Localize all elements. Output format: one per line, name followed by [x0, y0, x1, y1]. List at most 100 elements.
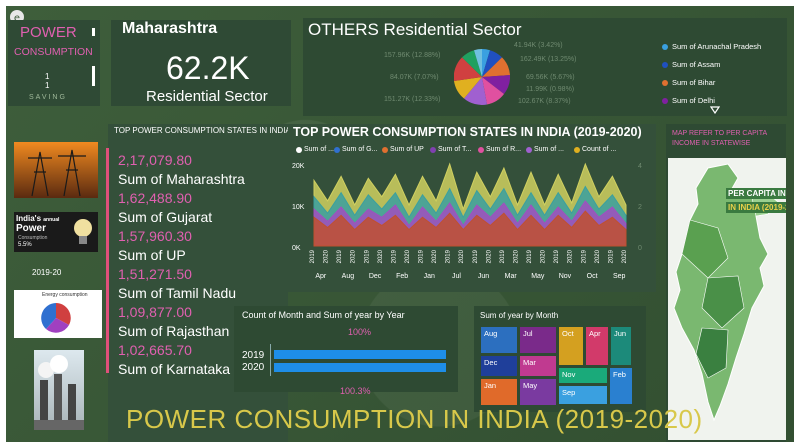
count-bar-2019[interactable] — [274, 350, 446, 359]
pie-slice-8 — [454, 57, 482, 81]
x-tick-label: 2020 — [459, 249, 465, 263]
state-value: 1,09,877.00 — [118, 304, 192, 320]
factory-chimney-image — [34, 350, 84, 430]
x-tick-label: 2020 — [405, 249, 411, 263]
treemap-cell[interactable]: Jan — [480, 378, 518, 406]
bulb-icon — [74, 219, 92, 244]
treemap-cell[interactable]: Jun — [610, 326, 632, 366]
treemap-title: Sum of year by Month — [480, 311, 559, 320]
legend-item[interactable]: Sum of Bihar — [662, 78, 715, 87]
x-tick-label: 2020 — [324, 249, 330, 263]
legend-label: Sum of Assam — [672, 60, 721, 69]
x-tick-label: 2019 — [446, 249, 452, 263]
area-legend-item[interactable]: Sum of G... — [334, 146, 377, 153]
area-legend-item[interactable]: Sum of T... — [430, 146, 471, 153]
thumbnail-title: Energy consumption — [42, 292, 88, 298]
india-map-icon — [673, 163, 779, 422]
count-chart-card — [234, 306, 458, 392]
maharashtra-value: 62.2K — [166, 50, 250, 86]
map-caption-line2: INCOME IN STATEWISE — [672, 140, 751, 147]
count-chart-title: Count of Month and Sum of year by Year — [242, 310, 405, 320]
power-consumption-card — [8, 20, 100, 106]
treemap-cell[interactable]: Dec — [480, 355, 518, 377]
month-label: Mar — [505, 273, 518, 280]
x-tick-label: 2019 — [608, 249, 614, 263]
x-tick-label: 2019 — [473, 249, 479, 263]
treemap-cell[interactable]: Oct — [558, 326, 584, 366]
power-tower-icon — [28, 149, 86, 197]
treemap-cell[interactable]: Sep — [558, 385, 608, 405]
treemap-cell[interactable]: Feb — [609, 367, 633, 405]
month-label: Nov — [559, 273, 572, 280]
map-title-line2: IN INDIA (2019-20) — [726, 202, 786, 213]
x-tick-label: 2019 — [364, 249, 370, 263]
x-tick-label: 2019 — [310, 249, 316, 263]
pie-label: 84.07K (7.07%) — [390, 74, 439, 81]
count-row-label: 2020 — [242, 362, 265, 373]
month-label: Feb — [396, 273, 408, 280]
pie-label: 102.67K (8.37%) — [518, 98, 571, 105]
x-tick-label: 2020 — [513, 249, 519, 263]
x-tick-label: 2019 — [527, 249, 533, 263]
area-series[interactable] — [313, 210, 627, 247]
count-bar-2020[interactable] — [274, 363, 446, 372]
x-tick-label: 2019 — [337, 249, 343, 263]
legend-item[interactable]: Sum of Delhi — [662, 96, 715, 105]
legend-label: Sum of G... — [342, 146, 378, 153]
map-title-line1: PER CAPITA INCOME — [726, 188, 786, 199]
count-top-percent: 100% — [348, 327, 372, 337]
y2-tick-label: 4 — [638, 163, 642, 170]
consumption-title: CONSUMPTION — [14, 46, 93, 58]
x-tick-label: 2020 — [486, 249, 492, 263]
legend-dot — [430, 146, 436, 153]
x-tick-label: 2019 — [581, 249, 587, 263]
legend-label: Sum of UP — [390, 146, 424, 153]
treemap-cell[interactable]: Jul — [519, 326, 557, 354]
x-tick-label: 2020 — [622, 249, 628, 263]
treemap-cell[interactable]: Nov — [558, 367, 608, 384]
treemap-cell[interactable]: Aug — [480, 326, 518, 354]
svg-text:e: e — [14, 13, 20, 24]
treemap-cell[interactable]: Mar — [519, 355, 557, 377]
y-tick-label: 20K — [292, 163, 305, 170]
power-infographic-image: India's annual Power Consumption 5.5% — [14, 212, 98, 252]
pie-label: 69.56K (5.67%) — [526, 74, 575, 81]
x-tick-label: 2019 — [419, 249, 425, 263]
state-name: Sum of Rajasthan — [118, 323, 230, 339]
month-label: Jan — [424, 273, 435, 280]
x-tick-label: 2020 — [568, 249, 574, 263]
count-bottom-percent: 100.3% — [340, 386, 371, 396]
treemap-cell[interactable]: Apr — [585, 326, 609, 366]
legend-item[interactable]: Sum of Assam — [662, 60, 720, 69]
state-value: 1,57,960.30 — [118, 228, 192, 244]
count-row-label: 2019 — [242, 350, 265, 361]
others-residential-card — [303, 18, 787, 116]
state-name: Sum of Maharashtra — [118, 171, 245, 187]
legend-item[interactable]: Sum of Arunachal Pradesh — [662, 42, 761, 51]
area-legend-item[interactable]: Count of ... — [574, 146, 616, 153]
x-tick-label: 2019 — [500, 249, 506, 263]
pie-slice-10 — [474, 49, 482, 77]
area-legend-item[interactable]: Sum of ... — [296, 146, 334, 153]
x-tick-label: 2019 — [554, 249, 560, 263]
area-legend-item[interactable]: Sum of UP — [382, 146, 424, 153]
area-legend-item[interactable]: Sum of R... — [478, 146, 521, 153]
states-accent-bar — [106, 148, 109, 373]
area-legend-item[interactable]: Sum of ... — [526, 146, 564, 153]
state-value: 2,17,079.80 — [118, 152, 192, 168]
treemap-cell[interactable]: May — [519, 378, 557, 406]
pie-slice-arunachal — [482, 49, 490, 77]
pie-slice-9 — [462, 50, 482, 77]
pie-slice-bihar — [482, 57, 510, 77]
x-tick-label: 2019 — [391, 249, 397, 263]
india-map-image: PER CAPITA INCOME IN INDIA (2019-20) — [668, 158, 786, 440]
pie-label: 157.96K (12.88%) — [384, 52, 441, 59]
pie-slice-6 — [464, 77, 487, 105]
legend-scroll-down-icon[interactable] — [710, 106, 720, 114]
legend-label: Sum of Delhi — [672, 96, 715, 105]
state-value: 1,62,488.90 — [118, 190, 192, 206]
x-tick-label: 2020 — [351, 249, 357, 263]
pie-label: 151.27K (12.33%) — [384, 96, 441, 103]
legend-dot — [662, 79, 668, 86]
state-value: 1,02,665.70 — [118, 342, 192, 358]
